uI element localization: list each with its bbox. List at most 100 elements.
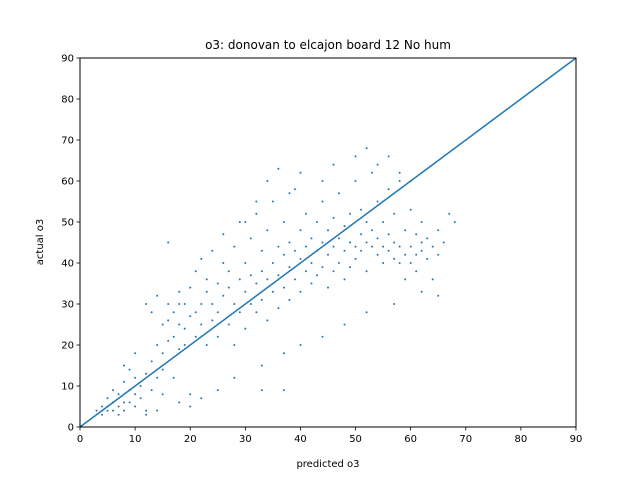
data-point (260, 389, 263, 392)
data-point (365, 270, 368, 273)
data-point (299, 171, 302, 174)
data-point (233, 245, 236, 248)
data-point (189, 405, 192, 408)
data-point (393, 303, 396, 305)
data-point (183, 327, 186, 330)
data-point (222, 262, 225, 264)
data-point (156, 344, 159, 346)
data-point (282, 221, 285, 223)
data-point (321, 200, 324, 203)
data-point (299, 344, 302, 346)
y-tick-label: 0 (68, 423, 74, 434)
x-tick-label: 80 (515, 434, 528, 445)
data-point (321, 266, 324, 269)
data-point (321, 180, 324, 182)
data-point (293, 278, 296, 281)
data-point (260, 270, 263, 273)
data-point (200, 397, 203, 400)
data-point (343, 249, 346, 252)
data-point (409, 245, 412, 248)
data-point (332, 245, 335, 248)
data-point (360, 249, 363, 252)
ticks-layer: 0 10 20 30 40 50 60 70 80 90 0 10 20 30 40 50 60 70 80 90 (61, 54, 582, 446)
data-point (112, 409, 115, 412)
data-point (376, 163, 379, 166)
data-point (365, 241, 368, 244)
data-point (167, 241, 170, 244)
data-point (167, 339, 170, 342)
data-point (260, 364, 263, 367)
data-point (299, 290, 302, 293)
data-point (156, 294, 159, 297)
line-layer (79, 57, 577, 428)
data-point (123, 409, 126, 412)
y-tick-label: 30 (61, 300, 74, 311)
data-point (271, 290, 274, 293)
data-point (106, 409, 109, 412)
x-tick-label: 60 (404, 434, 417, 445)
data-point (282, 253, 285, 256)
data-point (139, 397, 142, 400)
data-point (145, 303, 148, 305)
data-point (172, 335, 175, 338)
data-point (288, 192, 291, 195)
data-point (282, 286, 285, 289)
data-point (398, 245, 401, 248)
data-point (101, 405, 104, 408)
data-point (123, 380, 126, 383)
data-point (332, 163, 335, 166)
y-tick-label: 20 (61, 341, 74, 352)
data-point (161, 368, 164, 371)
data-point (227, 286, 230, 289)
data-point (415, 253, 418, 256)
data-point (393, 212, 396, 215)
data-point (271, 200, 274, 203)
data-point (216, 282, 219, 285)
data-point (404, 278, 407, 281)
data-point (431, 278, 434, 281)
x-tick-label: 70 (459, 434, 472, 445)
data-point (404, 229, 407, 232)
data-point (371, 171, 374, 174)
data-point (293, 188, 296, 191)
chart-title: o3: donovan to elcajon board 12 No hum (205, 38, 451, 52)
data-point (299, 229, 302, 232)
data-point (354, 245, 357, 248)
data-point (387, 233, 390, 236)
data-point (134, 352, 137, 355)
data-point (321, 241, 324, 244)
data-point (194, 335, 197, 338)
data-point (233, 303, 236, 305)
data-point (354, 257, 357, 260)
x-tick-label: 50 (349, 434, 362, 445)
data-point (249, 274, 252, 277)
data-point (393, 241, 396, 244)
data-point (387, 155, 390, 158)
data-point (354, 155, 357, 158)
data-point (360, 233, 363, 236)
data-point (327, 229, 329, 232)
data-point (106, 397, 109, 400)
data-point (426, 237, 429, 240)
data-point (343, 225, 346, 228)
data-point (404, 253, 407, 256)
data-point (332, 216, 335, 219)
data-point (183, 303, 186, 305)
data-point (255, 212, 258, 215)
data-point (321, 335, 324, 338)
data-point (134, 393, 137, 396)
data-point (178, 303, 181, 305)
data-point (266, 319, 269, 322)
data-point (161, 323, 164, 326)
data-point (365, 147, 368, 150)
data-point (266, 229, 269, 232)
data-point (95, 409, 98, 412)
data-point (244, 262, 247, 264)
data-point (249, 303, 252, 305)
data-point (150, 360, 153, 363)
data-point (216, 311, 219, 314)
x-tick-label: 0 (77, 434, 83, 445)
y-axis-label: actual o3 (35, 219, 46, 265)
